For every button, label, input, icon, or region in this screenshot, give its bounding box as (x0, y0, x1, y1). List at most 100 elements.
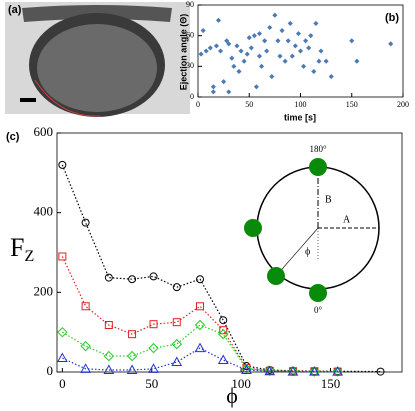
inset-label: ϕ (305, 246, 310, 257)
point (198, 51, 204, 57)
y-tick-label: 200 (34, 283, 54, 298)
y-axis-label: Ejection angle (Θ) (178, 14, 188, 91)
marker (218, 328, 229, 340)
point (297, 48, 304, 54)
marker (58, 252, 67, 261)
point (301, 63, 307, 69)
marker (194, 342, 206, 353)
point (267, 24, 273, 31)
series-line (62, 347, 338, 373)
y-tick-label: 60 (186, 30, 194, 39)
marker (103, 350, 115, 362)
inset-label: 0° (314, 305, 323, 315)
point (279, 28, 285, 34)
plot-frame (56, 132, 403, 373)
y-tick-label: 30 (186, 61, 194, 70)
point (210, 89, 216, 95)
point (318, 48, 324, 54)
y-tick-label: 90 (186, 0, 194, 9)
point (251, 33, 257, 39)
point (253, 84, 259, 90)
point (275, 38, 281, 44)
y-axis-label-main: F (10, 233, 24, 262)
point (256, 31, 263, 37)
point (285, 38, 291, 44)
point (292, 43, 298, 49)
point (313, 20, 319, 26)
marker (58, 160, 67, 169)
point (289, 53, 295, 59)
x-tick-label: 150 (321, 376, 341, 391)
point (262, 38, 268, 44)
marker (128, 330, 137, 339)
marker (149, 272, 158, 281)
marker (80, 340, 91, 352)
panel-label: (a) (8, 4, 22, 16)
point (226, 89, 232, 95)
point (269, 74, 275, 80)
marker (104, 273, 113, 282)
y-tick-label: 600 (34, 124, 54, 139)
marker (376, 367, 385, 376)
marker (287, 366, 299, 376)
marker (264, 365, 276, 376)
x-tick-label: 0 (196, 100, 200, 109)
marker (103, 364, 115, 375)
marker (126, 364, 138, 375)
marker (126, 350, 138, 362)
panel-label: (b) (385, 12, 399, 24)
point (236, 68, 242, 74)
point (272, 12, 278, 18)
x-tick-label: 150 (346, 100, 358, 109)
inset-diagram: 180° B A ϕ 0° (244, 144, 380, 315)
point (248, 45, 254, 51)
point (200, 28, 206, 34)
point (323, 58, 329, 64)
chart-b: 0 50 100 150 200 0 30 60 90 time [s] Ejection angl… (178, 0, 409, 122)
marker (196, 275, 205, 284)
x-tick-label: 0 (59, 376, 66, 391)
point (203, 48, 209, 54)
point (388, 41, 394, 47)
x-tick-label: 200 (397, 100, 409, 109)
point (311, 68, 317, 74)
point (246, 35, 252, 41)
point (287, 20, 293, 26)
point (221, 79, 227, 85)
point (328, 74, 334, 80)
marker (149, 320, 158, 329)
point (316, 58, 322, 64)
x-tick-label: 50 (145, 376, 158, 391)
point (241, 58, 247, 64)
point (277, 53, 283, 59)
point (306, 45, 312, 51)
chart-c: 0 50 100 150 0 200 400 600 ϕ FZ (10, 124, 403, 408)
marker (309, 366, 320, 377)
point (234, 43, 240, 49)
point (349, 38, 355, 44)
marker (194, 319, 206, 331)
point (213, 43, 219, 49)
y-axis-label: FZ (10, 233, 34, 265)
marker (81, 218, 90, 227)
marker (309, 366, 320, 376)
point (282, 58, 288, 64)
marker (81, 302, 90, 311)
marker (332, 366, 343, 377)
point (207, 45, 213, 51)
inset-label: 180° (309, 144, 327, 154)
inset-label: B (325, 194, 332, 205)
x-axis-label: time [s] (284, 112, 316, 122)
x-tick-label: 50 (245, 100, 253, 109)
point (256, 53, 263, 59)
marker (196, 302, 205, 311)
series-line (61, 164, 381, 373)
marker (287, 365, 299, 377)
y-tick-label: 0 (190, 92, 194, 101)
photo (5, 2, 190, 117)
panel-label: (c) (6, 131, 20, 143)
marker (264, 365, 275, 377)
y-axis-label-sub: Z (24, 248, 34, 265)
marker (80, 363, 91, 373)
